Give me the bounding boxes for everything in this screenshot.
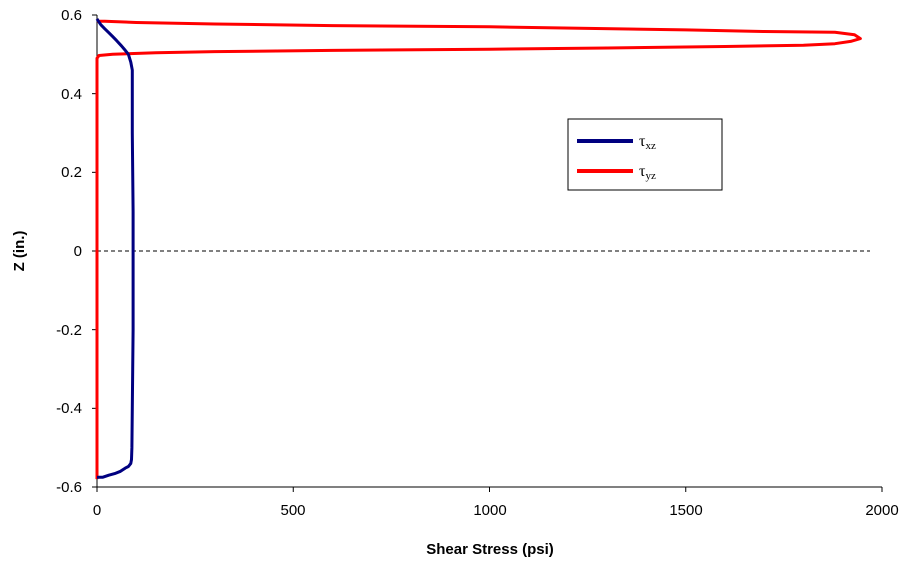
legend-label-tau-xz: τxz	[639, 133, 656, 152]
y-tick-label: -0.2	[56, 322, 82, 339]
x-tick-label: 500	[280, 502, 305, 519]
y-tick-label: -0.6	[56, 479, 82, 496]
y-axis-title: Z (in.)	[11, 231, 28, 272]
legend-label-tau-yz: τyz	[639, 163, 656, 182]
y-tick-label: -0.4	[56, 400, 82, 417]
y-tick-label: 0	[74, 243, 82, 260]
y-tick-label: 0.2	[61, 164, 82, 181]
x-tick-label: 2000	[865, 502, 898, 519]
x-tick-label: 0	[93, 502, 101, 519]
legend-box	[567, 118, 723, 191]
y-tick-label: 0.6	[61, 7, 82, 24]
legend: τxz τyz	[567, 118, 723, 191]
x-axis-title: Shear Stress (psi)	[426, 541, 554, 558]
x-tick-label: 1000	[473, 502, 506, 519]
y-tick-label: 0.4	[61, 86, 82, 103]
x-tick-labels: 0 500 1000 1500 2000	[93, 502, 899, 519]
x-tick-marks	[96, 487, 883, 492]
series-line-tau-xz	[95, 18, 135, 479]
axes	[96, 15, 882, 488]
x-tick-label: 1500	[669, 502, 702, 519]
series-line-tau-yz	[95, 19, 862, 480]
y-tick-labels: 0.6 0.4 0.2 0 -0.2 -0.4 -0.6	[56, 7, 82, 496]
